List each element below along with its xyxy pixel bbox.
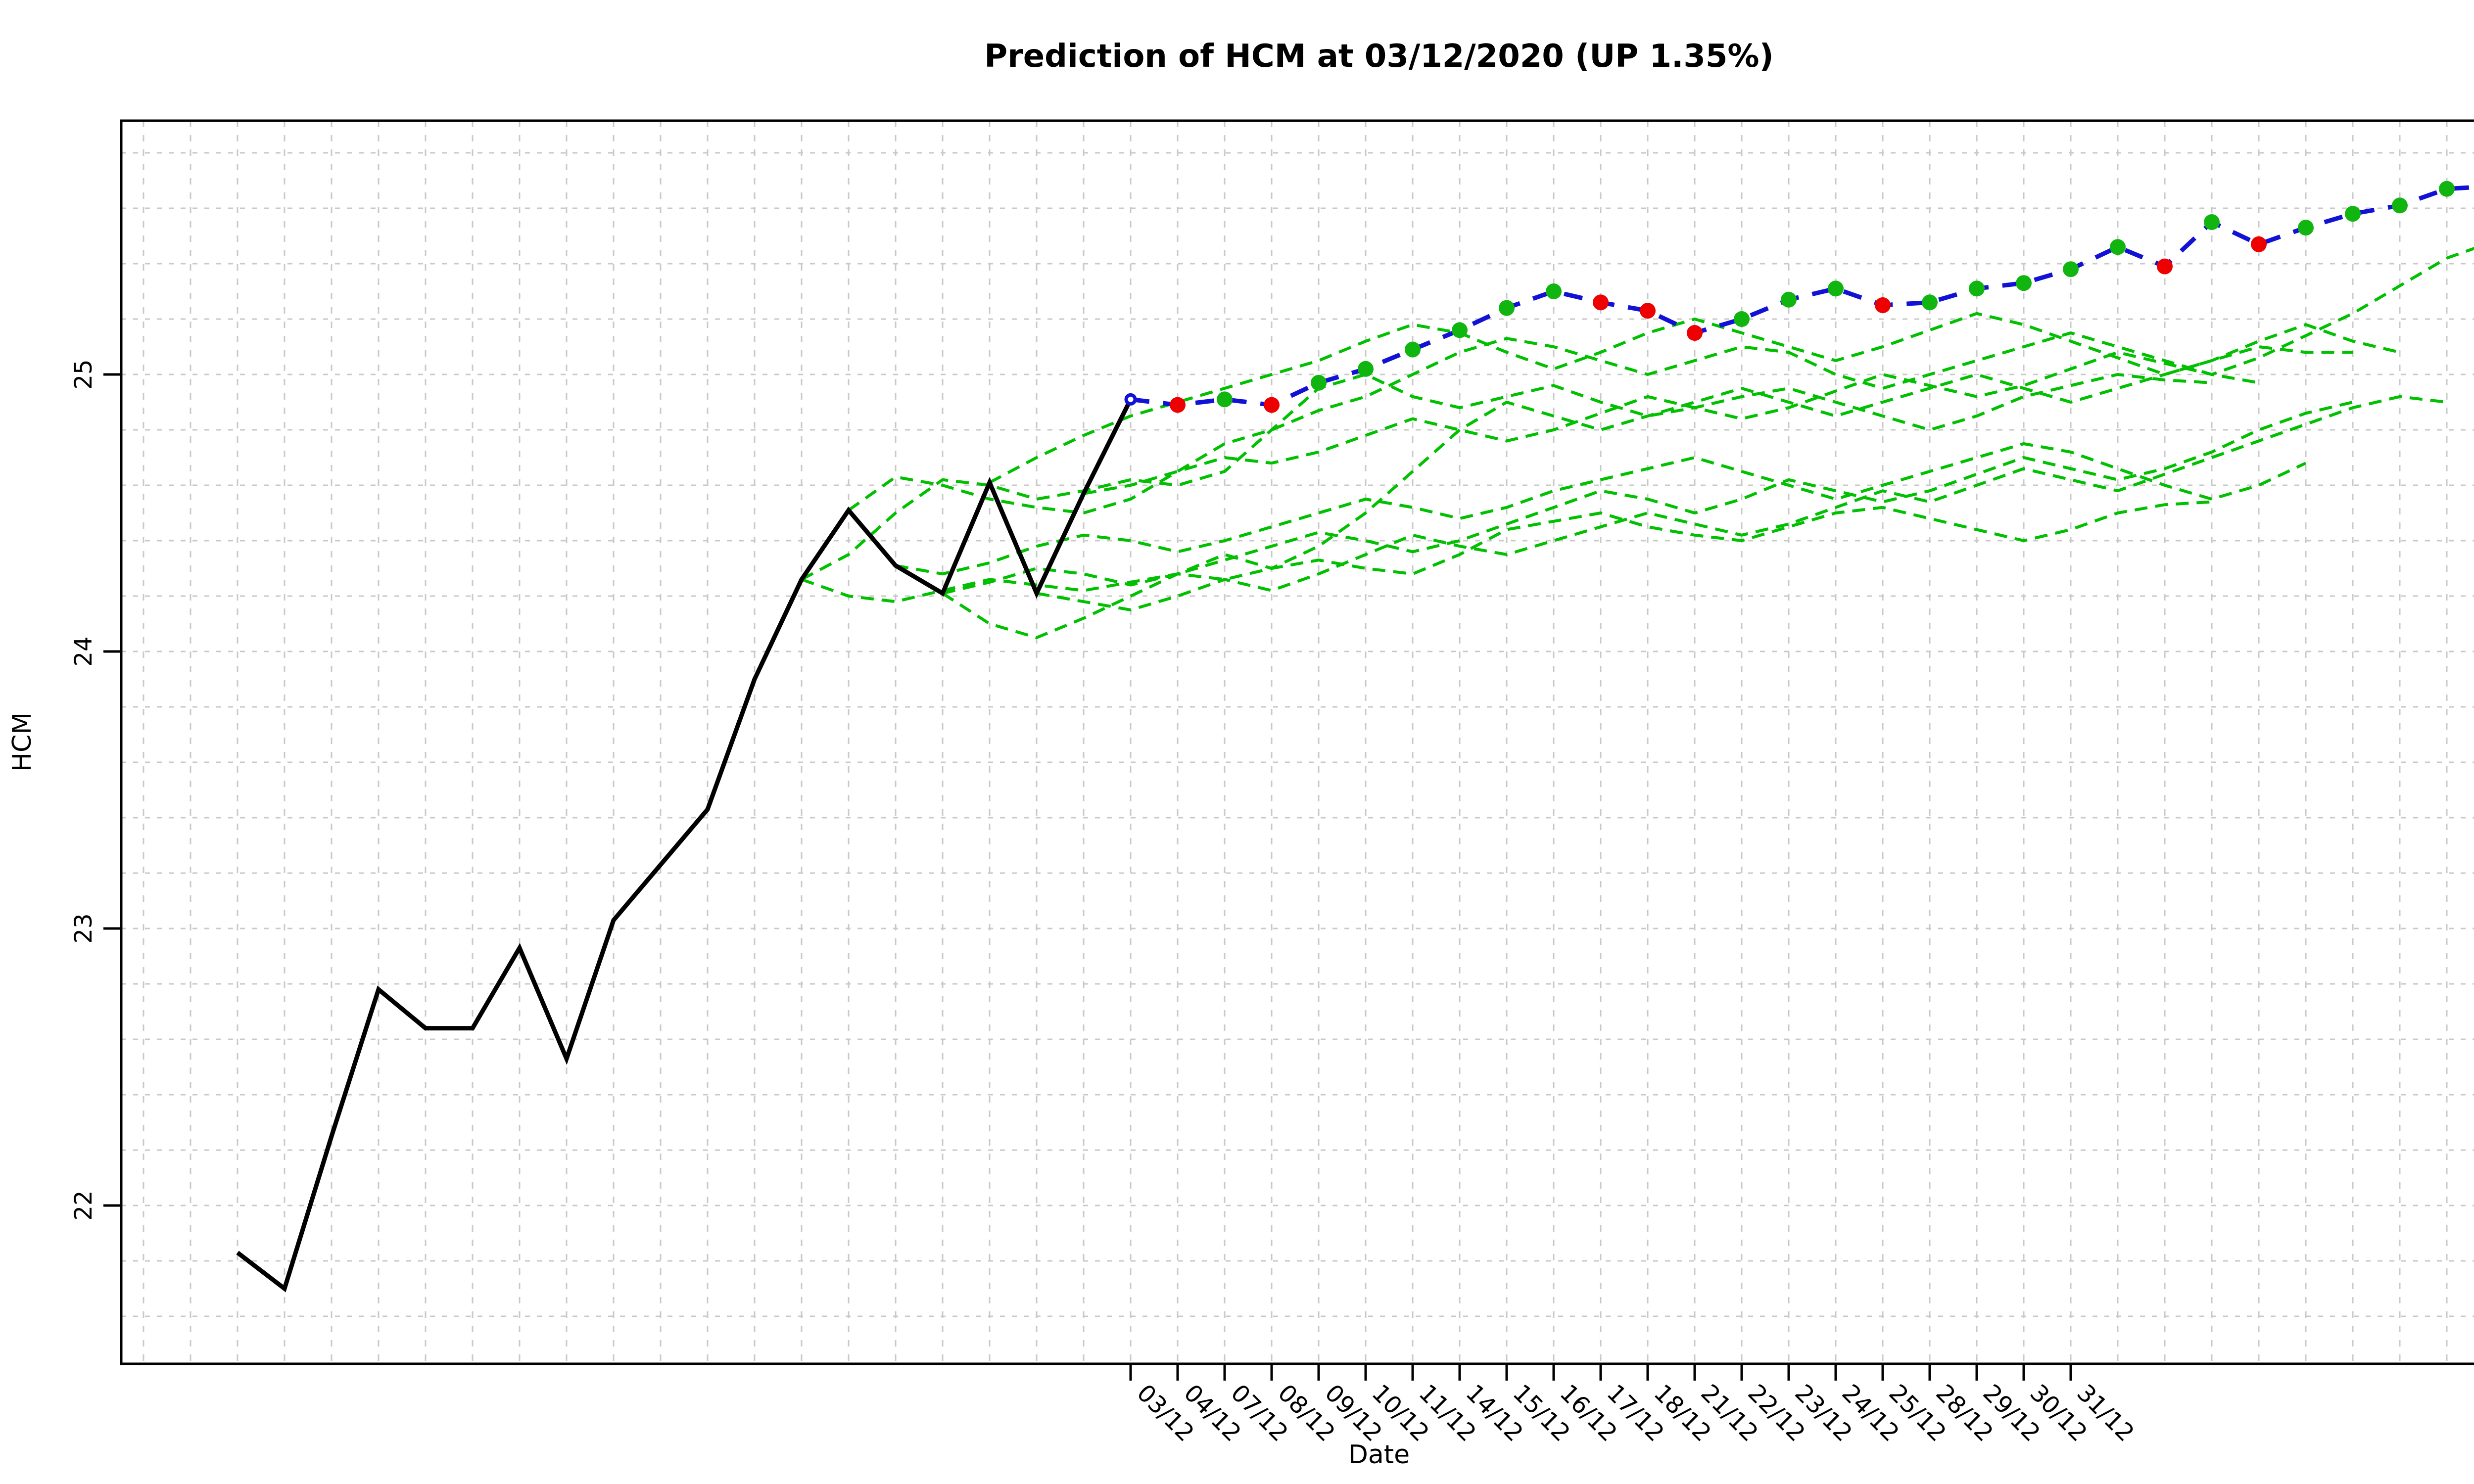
prediction-path <box>1130 185 2474 408</box>
simulation-7-path <box>989 312 2400 484</box>
prediction-up-marker <box>2110 239 2126 255</box>
prediction-up-marker <box>1311 374 1327 391</box>
prediction-up-marker <box>1734 311 1750 327</box>
prediction-up-marker <box>1828 280 1844 297</box>
prediction-up-marker <box>2439 181 2455 197</box>
simulation-6-path <box>942 401 2353 595</box>
prediction-up-marker <box>1922 294 1938 311</box>
prediction-down-marker <box>1264 397 1280 413</box>
prediction-down-marker <box>1170 397 1186 413</box>
prediction-up-marker <box>1499 300 1515 316</box>
simulation-9-path <box>1083 247 2474 495</box>
chart-title: Prediction of HCM at 03/12/2020 (UP 1.35… <box>984 38 1774 75</box>
historical-path <box>236 398 1133 1293</box>
prediction-down-marker <box>1593 294 1609 311</box>
prediction-up-marker <box>2204 214 2220 230</box>
prediction-line <box>1130 185 2474 408</box>
prediction-up-marker <box>2298 220 2314 236</box>
y-tick-label: 22 <box>70 1190 97 1220</box>
prediction-down-marker <box>1687 325 1703 341</box>
simulation-2-path <box>801 372 2212 581</box>
historical-line <box>236 398 1133 1293</box>
prediction-start-marker <box>1124 393 1137 406</box>
prediction-up-marker <box>1546 283 1562 299</box>
prediction-up-marker <box>1452 322 1468 338</box>
simulation-8-path <box>1036 395 2447 612</box>
x-axis-title: Date <box>1348 1440 1410 1470</box>
prediction-markers <box>1124 181 2455 413</box>
simulation-3-path <box>848 331 2259 515</box>
prediction-down-marker <box>1640 303 1656 319</box>
prediction-up-marker <box>1405 341 1421 358</box>
prediction-up-marker <box>2392 197 2408 214</box>
axes: 03/1204/1207/1208/1209/1210/1211/1214/12… <box>70 359 2140 1447</box>
y-tick-label: 24 <box>70 636 97 666</box>
prediction-down-marker <box>2157 258 2173 275</box>
prediction-up-marker <box>1358 361 1374 377</box>
plot-grid <box>121 121 2474 1364</box>
simulation-4-path <box>895 442 2307 576</box>
prediction-up-marker <box>1969 280 1985 297</box>
plot-border <box>120 119 2474 1365</box>
prediction-up-marker <box>2063 261 2079 278</box>
prediction-up-marker <box>2016 275 2032 291</box>
simulation-5-path <box>942 345 2353 640</box>
prediction-up-marker <box>1217 391 1233 408</box>
simulation-1-path <box>801 500 2212 603</box>
y-tick-label: 25 <box>70 359 97 389</box>
y-axis-title: HCM <box>7 712 37 772</box>
prediction-up-marker <box>2345 206 2361 222</box>
prediction-up-marker <box>1781 291 1797 308</box>
y-tick-label: 23 <box>70 913 97 943</box>
prediction-down-marker <box>1875 297 1891 313</box>
simulation-lines <box>801 247 2474 640</box>
prediction-down-marker <box>2251 236 2267 252</box>
